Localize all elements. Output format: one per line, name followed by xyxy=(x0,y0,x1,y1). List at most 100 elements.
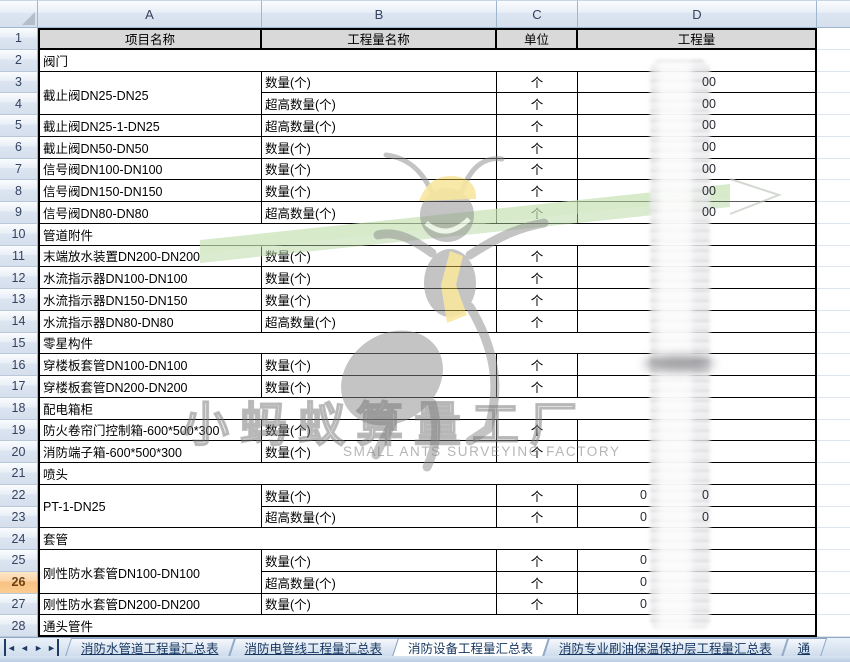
cell-C25[interactable]: 个 xyxy=(497,550,578,572)
cell-B23[interactable]: 超高数量(个) xyxy=(262,506,497,529)
cell-A11[interactable]: 末端放水装置DN200-DN200 xyxy=(38,245,262,268)
cell-A24[interactable]: 套管 xyxy=(38,528,817,550)
cell-D4[interactable]: 00 xyxy=(578,93,817,115)
cell-A8[interactable]: 信号阀DN150-DN150 xyxy=(38,180,262,202)
cell-D13[interactable] xyxy=(578,289,817,311)
cell-D7[interactable]: 00 xyxy=(578,158,817,181)
cell-D19[interactable] xyxy=(578,419,817,442)
cell-A13[interactable]: 水流指示器DN150-DN150 xyxy=(38,289,262,311)
cell-D27[interactable]: 0 xyxy=(578,593,817,616)
row-header-8[interactable]: 8 xyxy=(0,180,38,202)
row-header-14[interactable]: 14 xyxy=(0,310,38,333)
row-header-28[interactable]: 28 xyxy=(0,615,38,637)
row-header-18[interactable]: 18 xyxy=(0,397,38,420)
cell-D14[interactable] xyxy=(578,310,817,333)
cell-A6[interactable]: 截止阀DN50-DN50 xyxy=(38,136,262,159)
row-header-2[interactable]: 2 xyxy=(0,49,38,72)
row-header-11[interactable]: 11 xyxy=(0,245,38,268)
select-all-button[interactable] xyxy=(0,0,38,28)
cell-A23[interactable] xyxy=(38,506,262,529)
row-header-6[interactable]: 6 xyxy=(0,136,38,159)
row-header-27[interactable]: 27 xyxy=(0,593,38,616)
row-header-1[interactable]: 1 xyxy=(0,28,38,50)
cell-B19[interactable]: 数量(个) xyxy=(262,419,497,442)
cell-C20[interactable]: 个 xyxy=(497,441,578,463)
cell-A2[interactable]: 阀门 xyxy=(38,49,817,72)
cell-E4[interactable] xyxy=(817,93,850,115)
cell-E24[interactable] xyxy=(817,528,850,550)
cell-C12[interactable]: 个 xyxy=(497,267,578,289)
cell-E27[interactable] xyxy=(817,593,850,616)
cell-B22[interactable]: 数量(个) xyxy=(262,484,497,507)
cell-B7[interactable]: 数量(个) xyxy=(262,158,497,181)
cell-D9[interactable]: 00 xyxy=(578,202,817,224)
cell-E16[interactable] xyxy=(817,354,850,376)
cell-C6[interactable]: 个 xyxy=(497,136,578,159)
cell-B11[interactable]: 数量(个) xyxy=(262,245,497,268)
row-header-13[interactable]: 13 xyxy=(0,289,38,311)
cell-E3[interactable] xyxy=(817,71,850,94)
cell-A19[interactable]: 防火卷帘门控制箱-600*500*300 xyxy=(38,419,262,442)
cell-E15[interactable] xyxy=(817,332,850,355)
cell-E26[interactable] xyxy=(817,571,850,594)
cell-E28[interactable] xyxy=(817,615,850,637)
cell-D5[interactable]: 00 xyxy=(578,115,817,137)
row-header-16[interactable]: 16 xyxy=(0,354,38,376)
cell-C19[interactable]: 个 xyxy=(497,419,578,442)
cell-B1[interactable]: 工程量名称 xyxy=(262,28,497,50)
column-header-partial[interactable] xyxy=(817,0,850,28)
row-header-3[interactable]: 3 xyxy=(0,71,38,94)
cell-C23[interactable]: 个 xyxy=(497,506,578,529)
cell-B26[interactable]: 超高数量(个) xyxy=(262,571,497,594)
row-header-7[interactable]: 7 xyxy=(0,158,38,181)
cell-A5[interactable]: 截止阀DN25-1-DN25 xyxy=(38,115,262,137)
cell-D3[interactable]: 00 xyxy=(578,71,817,94)
row-header-22[interactable]: 22 xyxy=(0,484,38,507)
cell-B27[interactable]: 数量(个) xyxy=(262,593,497,616)
row-header-21[interactable]: 21 xyxy=(0,463,38,485)
cell-C9[interactable]: 个 xyxy=(497,202,578,224)
column-header-d[interactable]: D xyxy=(578,0,817,28)
cell-A16[interactable]: 穿楼板套管DN100-DN100 xyxy=(38,354,262,376)
row-header-12[interactable]: 12 xyxy=(0,267,38,289)
cell-A17[interactable]: 穿楼板套管DN200-DN200 xyxy=(38,376,262,398)
cell-B9[interactable]: 超高数量(个) xyxy=(262,202,497,224)
row-header-17[interactable]: 17 xyxy=(0,376,38,398)
cell-A27[interactable]: 刚性防水套管DN200-DN200 xyxy=(38,593,262,616)
row-header-19[interactable]: 19 xyxy=(0,419,38,442)
cell-E25[interactable] xyxy=(817,550,850,572)
tab-next-button[interactable]: ► xyxy=(34,642,43,653)
cell-D11[interactable] xyxy=(578,245,817,268)
cell-E23[interactable] xyxy=(817,506,850,529)
cell-A22[interactable]: PT-1-DN25 xyxy=(38,484,262,514)
cell-A4[interactable] xyxy=(38,93,262,115)
cell-C17[interactable]: 个 xyxy=(497,376,578,398)
cell-C16[interactable]: 个 xyxy=(497,354,578,376)
row-header-25[interactable]: 25 xyxy=(0,550,38,572)
cell-E20[interactable] xyxy=(817,441,850,463)
cell-B3[interactable]: 数量(个) xyxy=(262,71,497,94)
cell-C22[interactable]: 个 xyxy=(497,484,578,507)
cell-C27[interactable]: 个 xyxy=(497,593,578,616)
cell-E8[interactable] xyxy=(817,180,850,202)
cell-B8[interactable]: 数量(个) xyxy=(262,180,497,202)
cell-D25[interactable]: 0 xyxy=(578,550,817,572)
cell-B16[interactable]: 数量(个) xyxy=(262,354,497,376)
cell-A7[interactable]: 信号阀DN100-DN100 xyxy=(38,158,262,181)
cell-A28[interactable]: 通头管件 xyxy=(38,615,817,637)
column-header-a[interactable]: A xyxy=(38,0,262,28)
cell-D1[interactable]: 工程量 xyxy=(578,28,817,50)
cell-D26[interactable]: 0 xyxy=(578,571,817,594)
cell-C5[interactable]: 个 xyxy=(497,115,578,137)
row-header-15[interactable]: 15 xyxy=(0,332,38,355)
cell-E17[interactable] xyxy=(817,376,850,398)
cell-E19[interactable] xyxy=(817,419,850,442)
row-header-5[interactable]: 5 xyxy=(0,115,38,137)
cell-A25[interactable]: 刚性防水套管DN100-DN100 xyxy=(38,550,262,581)
cell-E21[interactable] xyxy=(817,463,850,485)
cell-D20[interactable] xyxy=(578,441,817,463)
row-header-20[interactable]: 20 xyxy=(0,441,38,463)
cell-E1[interactable] xyxy=(817,28,850,50)
